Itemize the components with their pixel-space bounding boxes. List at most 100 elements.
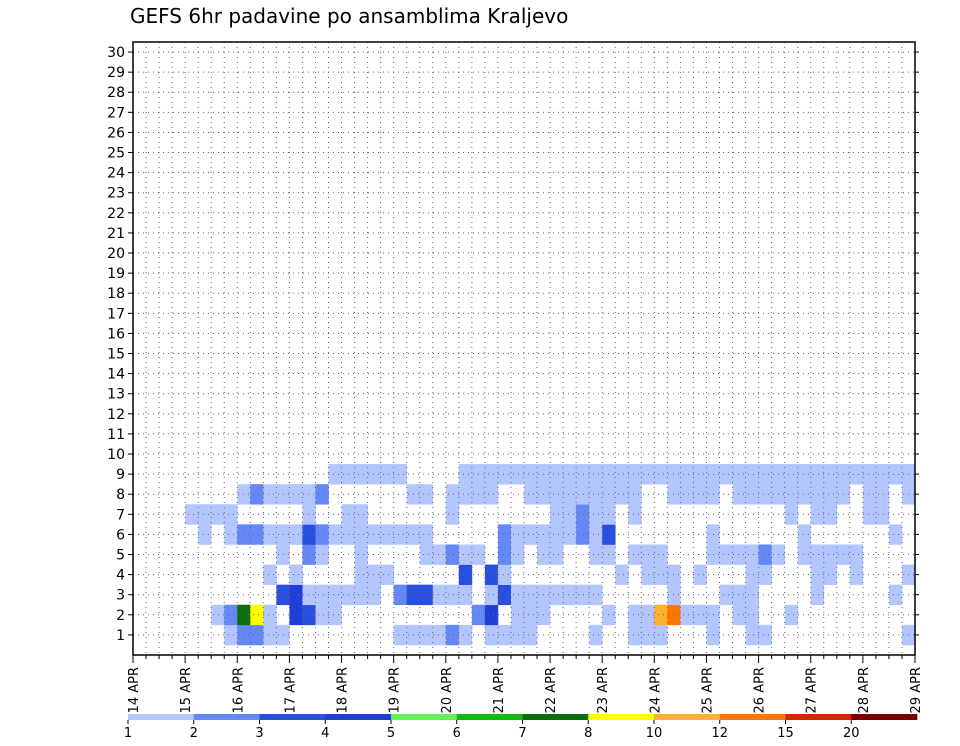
precip-cell bbox=[328, 604, 342, 626]
x-tick-label: 25 APR bbox=[700, 667, 715, 713]
precip-cell bbox=[550, 484, 564, 505]
precip-cell bbox=[302, 544, 316, 565]
y-tick-label: 30 bbox=[107, 45, 125, 61]
legend-swatch bbox=[522, 714, 589, 720]
x-tick-label: 16 APR bbox=[231, 667, 246, 713]
precip-cell bbox=[758, 484, 772, 505]
precip-cell bbox=[576, 524, 590, 545]
y-tick-label: 5 bbox=[116, 548, 125, 564]
legend-label: 1 bbox=[124, 726, 132, 741]
legend-swatch bbox=[719, 714, 786, 720]
precip-cell bbox=[654, 624, 668, 646]
precip-cell bbox=[250, 604, 264, 626]
precip-cell bbox=[550, 504, 564, 525]
y-tick-label: 2 bbox=[116, 608, 125, 624]
precip-cell bbox=[654, 604, 668, 626]
precip-cell bbox=[354, 584, 368, 606]
precip-cell bbox=[484, 604, 499, 626]
precip-cell bbox=[510, 524, 525, 545]
precip-cell bbox=[315, 604, 329, 626]
legend-label: 6 bbox=[453, 726, 461, 741]
y-tick-label: 4 bbox=[116, 568, 125, 584]
legend-label: 2 bbox=[190, 726, 198, 741]
precip-cell bbox=[732, 544, 746, 565]
precip-cell bbox=[354, 564, 368, 585]
precip-cell bbox=[484, 484, 499, 505]
y-tick-label: 29 bbox=[107, 65, 125, 81]
y-tick-label: 18 bbox=[107, 286, 125, 302]
y-tick-label: 10 bbox=[107, 447, 125, 463]
legend-swatch bbox=[588, 714, 655, 720]
precip-cell bbox=[641, 604, 655, 626]
precip-cell bbox=[732, 464, 746, 485]
precip-cell bbox=[589, 524, 603, 545]
precip-cell bbox=[393, 464, 407, 485]
precip-cell bbox=[719, 544, 733, 565]
precip-cell bbox=[263, 564, 277, 585]
precip-cell bbox=[589, 584, 603, 606]
precip-cell bbox=[693, 604, 707, 626]
precip-cell bbox=[524, 624, 538, 646]
precip-cell bbox=[758, 624, 772, 646]
precip-cell bbox=[497, 584, 512, 606]
y-tick-label: 14 bbox=[107, 367, 125, 383]
y-tick-label: 28 bbox=[107, 85, 125, 101]
precip-cell bbox=[667, 564, 681, 585]
legend-swatch bbox=[325, 714, 392, 720]
precip-cell bbox=[484, 624, 499, 646]
precip-cell bbox=[315, 524, 329, 545]
y-tick-label: 27 bbox=[107, 105, 125, 121]
precip-cell bbox=[654, 464, 668, 485]
precip-cell bbox=[380, 524, 394, 545]
precip-cell bbox=[445, 624, 460, 646]
x-tick-label: 15 APR bbox=[179, 667, 194, 713]
precip-cell bbox=[589, 484, 603, 505]
precip-cell bbox=[745, 464, 759, 485]
x-tick-label: 19 APR bbox=[388, 667, 403, 713]
precip-cell bbox=[289, 484, 303, 505]
precip-cell bbox=[458, 544, 473, 565]
precip-cell bbox=[576, 584, 590, 606]
legend-label: 20 bbox=[843, 726, 860, 741]
x-tick-label: 28 APR bbox=[857, 667, 872, 713]
precip-cell bbox=[393, 524, 407, 545]
precip-cell bbox=[784, 604, 798, 626]
precip-cell bbox=[419, 484, 434, 505]
precip-cell bbox=[862, 464, 877, 485]
precip-cell bbox=[198, 524, 212, 545]
precip-cell bbox=[550, 544, 564, 565]
precip-cell bbox=[380, 564, 394, 585]
precip-cell bbox=[354, 524, 368, 545]
precip-cell bbox=[745, 544, 759, 565]
precip-cell bbox=[823, 504, 838, 525]
precip-cell bbox=[445, 544, 460, 565]
precip-cell bbox=[628, 464, 642, 485]
precip-cell bbox=[445, 584, 460, 606]
precip-cell bbox=[302, 524, 316, 545]
precip-cell bbox=[693, 464, 707, 485]
precip-cell bbox=[289, 564, 303, 585]
precip-cell bbox=[576, 464, 590, 485]
y-tick-label: 9 bbox=[116, 467, 125, 483]
precip-cell bbox=[393, 584, 407, 606]
precip-cell bbox=[862, 504, 877, 525]
precip-cell bbox=[367, 524, 381, 545]
legend-swatch bbox=[851, 714, 918, 720]
precip-cell bbox=[524, 604, 538, 626]
precip-cell bbox=[367, 564, 381, 585]
precip-cell bbox=[510, 464, 525, 485]
y-tick-label: 21 bbox=[107, 226, 125, 242]
precip-cell bbox=[497, 464, 512, 485]
precip-cell bbox=[419, 584, 434, 606]
precip-cell bbox=[589, 624, 603, 646]
precip-cell bbox=[693, 484, 707, 505]
precip-cell bbox=[797, 544, 812, 565]
x-tick-label: 14 APR bbox=[127, 667, 142, 713]
y-tick-label: 17 bbox=[107, 306, 125, 322]
precip-cell bbox=[849, 464, 864, 485]
y-tick-label: 24 bbox=[107, 166, 125, 182]
x-tick-label: 17 APR bbox=[283, 667, 298, 713]
precip-cell bbox=[497, 524, 512, 545]
legend-swatch bbox=[785, 714, 852, 720]
